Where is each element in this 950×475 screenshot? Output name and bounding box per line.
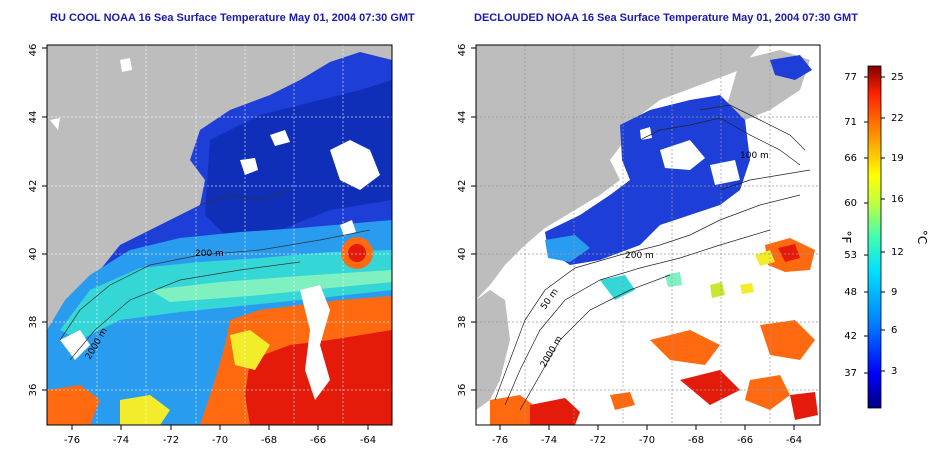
lat-tick-label: 40 — [457, 248, 468, 261]
land-area — [476, 45, 760, 300]
fahrenheit-tick-label: 60 — [844, 198, 857, 209]
fahrenheit-unit-label: °F — [839, 231, 853, 244]
lat-tick-label: 42 — [28, 180, 39, 193]
ocean-cold-region — [545, 95, 750, 265]
lon-tick-label: -74 — [113, 435, 129, 446]
right-lat-axis: 36 38 40 42 44 46 — [457, 44, 476, 397]
lon-tick-label: -72 — [590, 435, 606, 446]
left-contour-label-200m: 200 m — [195, 249, 224, 259]
celsius-tick-label: 12 — [891, 247, 904, 258]
lon-tick-label: -64 — [360, 435, 376, 446]
left-lat-axis: 36 38 40 42 44 46 — [28, 44, 47, 397]
lat-tick-label: 40 — [28, 248, 39, 261]
celsius-tick-label: 9 — [891, 287, 897, 298]
fahrenheit-tick-label: 53 — [844, 250, 857, 261]
left-sst-map: 200 m 2000 m — [46, 44, 393, 426]
right-gridlines — [476, 45, 820, 425]
right-contour-label-100m: 100 m — [740, 151, 769, 161]
lon-tick-label: -70 — [212, 435, 228, 446]
lat-tick-label: 38 — [28, 316, 39, 329]
lat-tick-label: 38 — [457, 316, 468, 329]
right-contour-label-200m: 200 m — [625, 251, 654, 261]
left-lon-axis: -76 -74 -72 -70 -68 -66 -64 — [64, 425, 376, 446]
lon-tick-label: -76 — [64, 435, 80, 446]
celsius-ticks: 25 22 19 16 12 9 6 3 — [881, 72, 904, 377]
gulf-stream-warm-patches — [490, 320, 818, 425]
fahrenheit-tick-label: 66 — [844, 153, 857, 164]
celsius-unit-label: °C — [915, 230, 929, 244]
lat-tick-label: 42 — [457, 180, 468, 193]
colorbar-gradient — [867, 65, 882, 409]
lon-tick-label: -66 — [310, 435, 326, 446]
celsius-tick-label: 22 — [891, 113, 904, 124]
lon-tick-label: -76 — [492, 435, 508, 446]
fahrenheit-ticks: 77 71 66 60 53 48 42 37 — [844, 72, 868, 379]
lat-tick-label: 44 — [28, 111, 39, 124]
lat-tick-label: 36 — [457, 384, 468, 397]
temperature-colorbar: 77 71 66 60 53 48 42 37 25 22 19 16 12 9… — [839, 65, 929, 409]
lon-tick-label: -72 — [163, 435, 179, 446]
left-map-title: RU COOL NOAA 16 Sea Surface Temperature … — [50, 12, 415, 24]
right-lon-axis: -76 -74 -72 -70 -68 -66 -64 — [492, 425, 802, 446]
cloud-patches — [50, 58, 380, 400]
right-sst-map: 100 m 200 m 50 m 2000 m — [475, 44, 821, 426]
left-bathymetry-contours — [59, 189, 371, 361]
lon-tick-label: -68 — [261, 435, 277, 446]
right-bathymetry-contours — [494, 104, 811, 411]
lon-tick-label: -68 — [688, 435, 704, 446]
fahrenheit-tick-label: 42 — [844, 331, 857, 342]
fahrenheit-tick-label: 71 — [844, 117, 857, 128]
lat-tick-label: 46 — [28, 44, 39, 57]
cloud-patches — [640, 127, 740, 185]
lon-tick-label: -70 — [639, 435, 655, 446]
lat-tick-label: 36 — [28, 384, 39, 397]
lon-tick-label: -74 — [541, 435, 557, 446]
lat-tick-label: 44 — [457, 111, 468, 124]
celsius-tick-label: 25 — [891, 72, 904, 83]
celsius-tick-label: 19 — [891, 153, 904, 164]
lon-tick-label: -66 — [737, 435, 753, 446]
celsius-tick-label: 16 — [891, 194, 904, 205]
fahrenheit-tick-label: 48 — [844, 287, 857, 298]
fahrenheit-tick-label: 77 — [844, 72, 857, 83]
celsius-tick-label: 3 — [891, 366, 897, 377]
lon-tick-label: -64 — [786, 435, 802, 446]
lat-tick-label: 46 — [457, 44, 468, 57]
celsius-tick-label: 6 — [891, 325, 897, 336]
right-map-frame — [475, 44, 821, 426]
fahrenheit-tick-label: 37 — [844, 368, 857, 379]
right-map-title: DECLOUDED NOAA 16 Sea Surface Temperatur… — [474, 12, 858, 24]
